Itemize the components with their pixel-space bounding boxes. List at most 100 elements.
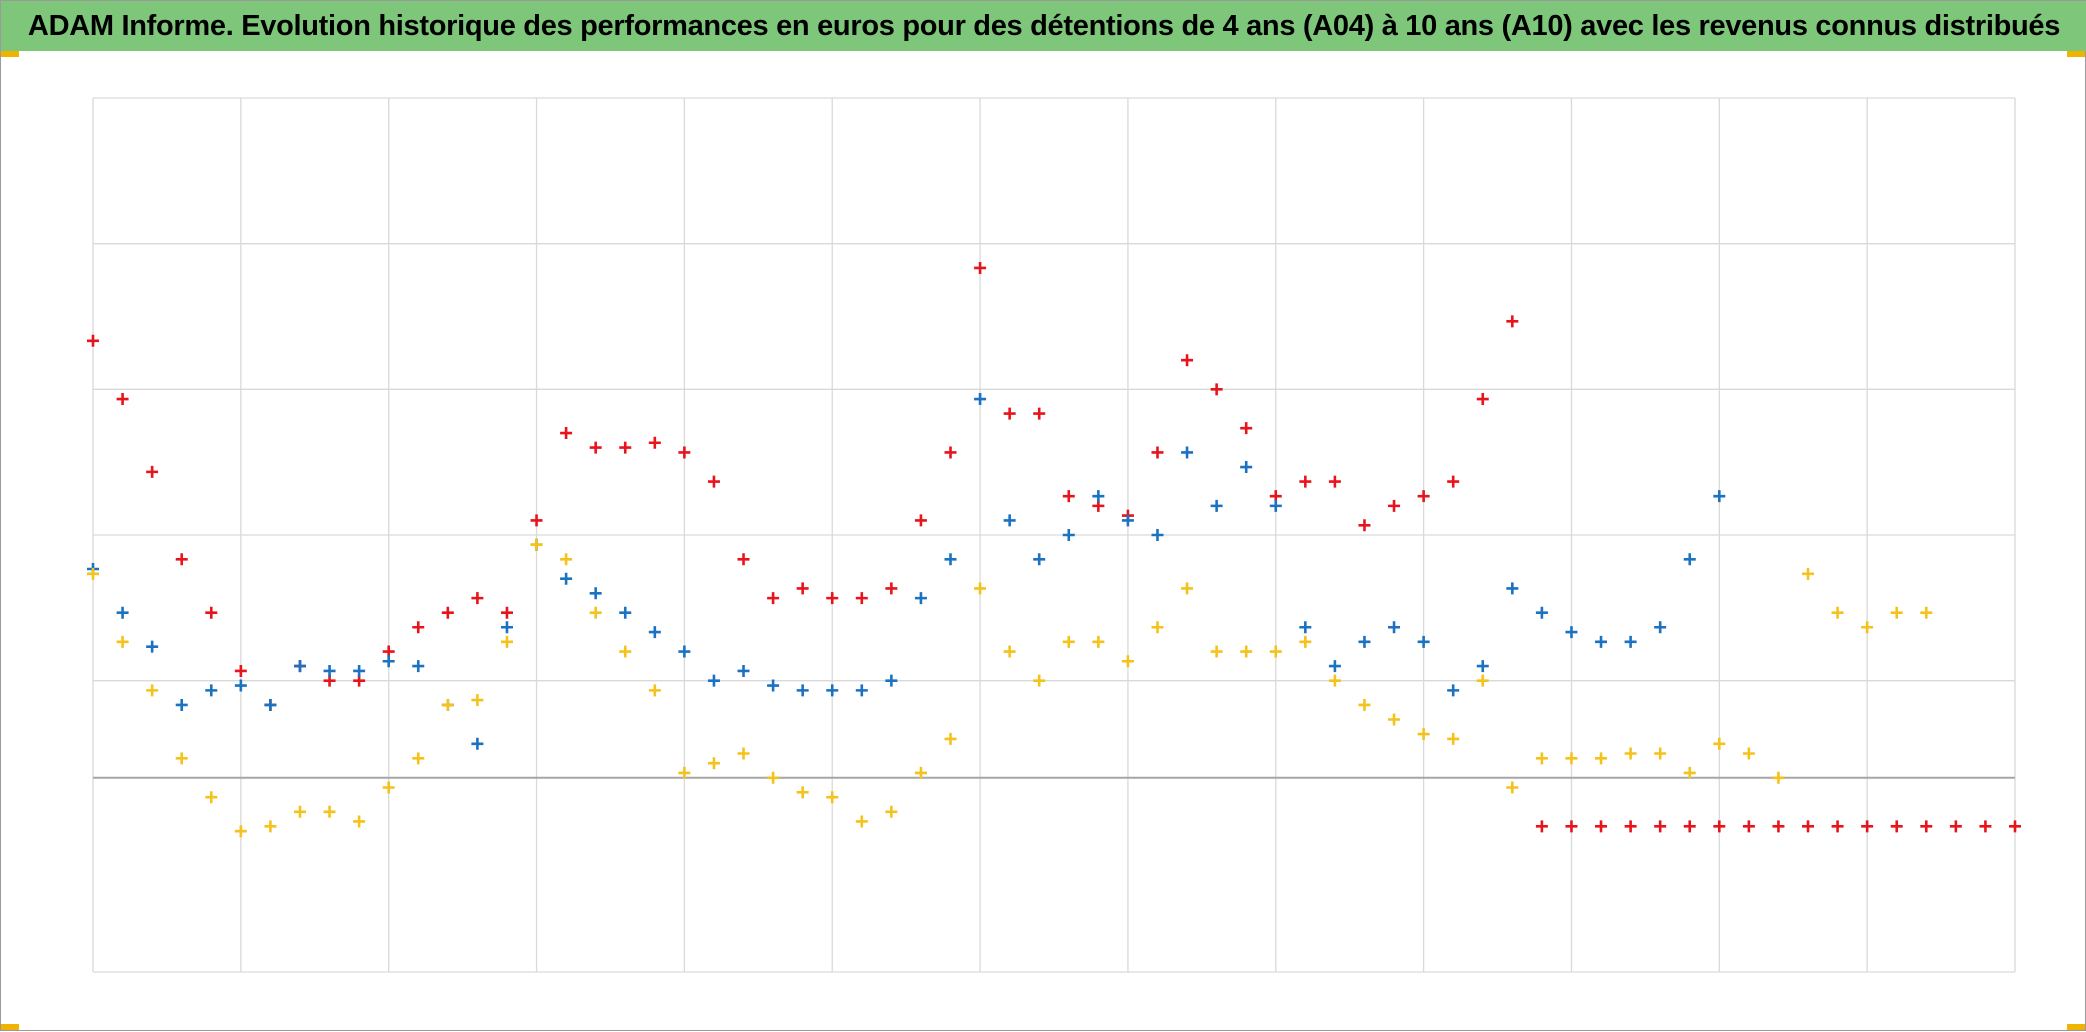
data-point [1565,626,1578,639]
data-point [619,645,632,658]
data-point [1210,645,1223,658]
data-point [234,679,247,692]
data-point [382,781,395,794]
data-point [1476,660,1489,673]
data-point [1033,407,1046,420]
data-point [648,626,661,639]
data-point [1092,635,1105,648]
data-point [87,567,99,580]
data-point [885,582,898,595]
data-point [1506,582,1519,595]
data-point [1654,621,1667,634]
data-point [707,475,720,488]
data-point [1299,475,1312,488]
data-point [1358,698,1371,711]
data-point [1802,567,1815,580]
data-point [1683,766,1696,779]
data-point [471,694,484,707]
data-point [116,606,129,619]
data-point [737,553,750,566]
data-point [767,771,780,784]
data-point [678,645,691,658]
data-point [560,427,573,440]
data-point [234,664,247,677]
data-point [1920,820,1933,833]
data-point [353,664,366,677]
data-point [1506,781,1519,794]
data-point [1121,514,1134,527]
data-point [146,684,159,697]
data-point [1240,422,1253,435]
data-point [471,592,484,605]
data-point [1447,475,1460,488]
data-point [116,635,129,648]
data-point [1802,820,1815,833]
data-point [1181,446,1194,459]
data-point [1831,820,1844,833]
data-point [500,621,513,634]
data-point [855,592,868,605]
data-point [944,732,957,745]
data-point [1388,713,1401,726]
data-point [1003,407,1016,420]
data-point [1151,621,1164,634]
data-point [412,660,425,673]
data-point [146,640,159,653]
data-point [1447,684,1460,697]
data-point [1624,747,1637,760]
data-point [1890,820,1903,833]
data-point [1506,315,1519,328]
data-point [1624,820,1637,833]
data-point [767,679,780,692]
data-point [1535,752,1548,765]
data-point [412,752,425,765]
data-point [855,815,868,828]
data-point [826,592,839,605]
data-point [855,684,868,697]
data-point [293,805,306,818]
data-point [1565,820,1578,833]
data-point [589,587,602,600]
data-point [412,621,425,634]
data-point [116,393,129,406]
data-point [944,553,957,566]
data-point [1595,635,1608,648]
data-point [648,436,661,449]
data-point [648,684,661,697]
data-point [974,582,987,595]
data-point [737,747,750,760]
data-point [560,572,573,585]
data-point [205,684,218,697]
data-point [589,606,602,619]
data-point [1358,635,1371,648]
data-point [1654,747,1667,760]
chart-title: ADAM Informe. Evolution historique des p… [27,10,2061,42]
data-point [914,592,927,605]
data-point [796,684,809,697]
data-point [1742,820,1755,833]
data-point [589,441,602,454]
data-point [678,446,691,459]
data-point [707,757,720,770]
data-point [530,514,543,527]
data-point [619,441,632,454]
data-point [1417,490,1430,503]
corner-mark [1,1024,19,1030]
data-point [1269,499,1282,512]
data-point [944,446,957,459]
data-point [264,698,277,711]
data-point [264,820,277,833]
data-point [767,592,780,605]
data-point [1417,728,1430,741]
data-point [1062,635,1075,648]
data-point [1535,606,1548,619]
data-point [885,805,898,818]
data-point [1476,674,1489,687]
data-point [1269,645,1282,658]
data-point [1713,737,1726,750]
data-point [796,582,809,595]
data-point [1920,606,1933,619]
data-point [382,655,395,668]
data-point [1328,674,1341,687]
